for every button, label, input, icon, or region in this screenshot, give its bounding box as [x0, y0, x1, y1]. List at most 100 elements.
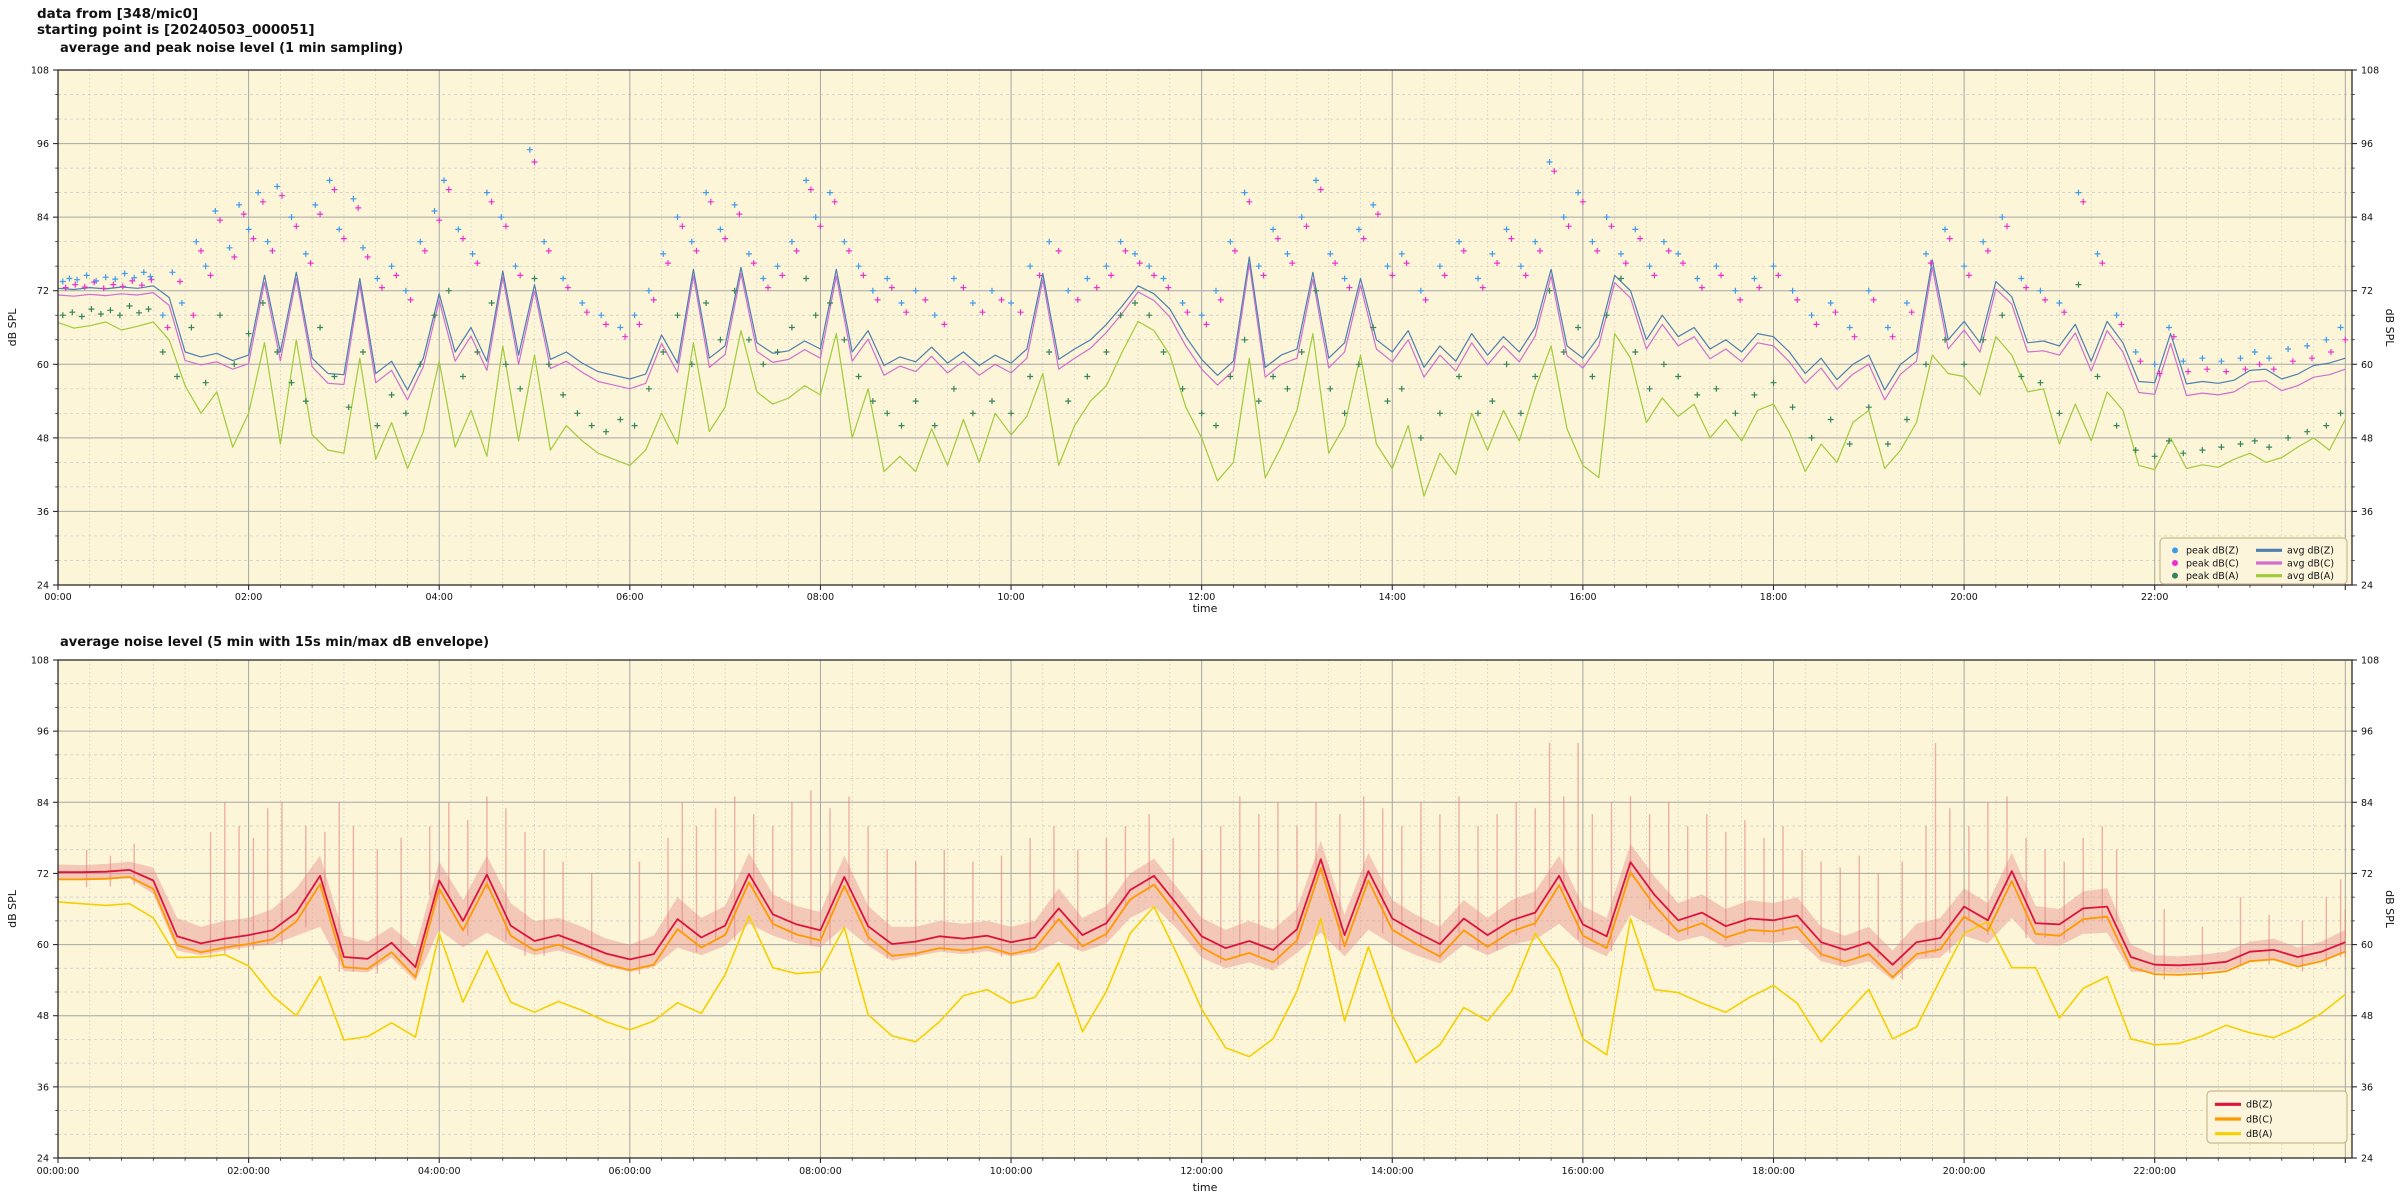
- x-tick-label: 10:00:00: [990, 1166, 1033, 1177]
- header-data-source: data from [348/mic0]: [37, 6, 199, 22]
- x-tick-label: 12:00: [1188, 592, 1215, 603]
- legend-label: dB(C): [2246, 1114, 2273, 1125]
- y-tick-label-left: 48: [37, 433, 49, 444]
- x-tick-label: 22:00:00: [2133, 1166, 2176, 1177]
- x-tick-label: 00:00: [44, 592, 71, 603]
- y-tick-label-right: 36: [2361, 507, 2373, 518]
- legend-label: avg dB(Z): [2287, 546, 2334, 557]
- x-tick-label: 10:00: [997, 592, 1024, 603]
- series-dbz-line: [58, 858, 2346, 968]
- y-tick-label-right: 72: [2361, 869, 2373, 880]
- y-tick-label-right: 96: [2361, 727, 2373, 738]
- legend-label: dB(Z): [2246, 1100, 2272, 1111]
- axis-ticks: [53, 69, 2357, 590]
- scatter-peak-dbz: [59, 146, 2344, 368]
- x-tick-label: 08:00: [807, 592, 834, 603]
- y-tick-label-left: 36: [37, 1082, 49, 1093]
- series-avg-dbc-line: [57, 263, 2346, 401]
- x-tick-label: 16:00:00: [1562, 1166, 1605, 1177]
- y-axis-label-left: dB SPL: [6, 308, 19, 347]
- x-tick-label: 12:00:00: [1180, 1166, 1223, 1177]
- plot-border: [57, 659, 2353, 1159]
- x-tick-label: 02:00:00: [227, 1166, 270, 1177]
- x-tick-label: 22:00: [2141, 592, 2168, 603]
- legend: peak dB(Z)peak dB(C)peak dB(A)avg dB(Z)a…: [2159, 537, 2348, 585]
- y-tick-label-left: 60: [37, 940, 49, 951]
- x-axis-label: time: [1193, 1181, 1218, 1194]
- legend-box: [2206, 1090, 2348, 1144]
- x-tick-label: 14:00: [1379, 592, 1406, 603]
- series-avg-dba-line: [57, 320, 2346, 497]
- bottom-chart: 00:00:00 02:00:00 04:00:00 06:00:00 08:00:00…: [6, 635, 2396, 1194]
- envelope-band: [58, 840, 2346, 982]
- series-avg-dbz-line: [57, 256, 2346, 391]
- legend-label: peak dB(Z): [2186, 546, 2239, 557]
- x-tick-label: 02:00: [235, 592, 262, 603]
- y-tick-label-right: 96: [2361, 139, 2373, 150]
- y-tick-label-right: 48: [2361, 433, 2373, 444]
- legend-label: peak dB(C): [2186, 558, 2239, 569]
- y-tick-label-right: 24: [2361, 581, 2373, 592]
- axis-ticks: [53, 659, 2357, 1163]
- x-tick-label: 20:00:00: [1943, 1166, 1986, 1177]
- y-tick-label-left: 108: [31, 66, 49, 77]
- x-tick-label: 18:00:00: [1752, 1166, 1795, 1177]
- envelope-spikes: [85, 743, 2346, 980]
- header-starting-point: starting point is [20240503_000051]: [37, 22, 315, 38]
- y-tick-label-right: 72: [2361, 286, 2373, 297]
- y-tick-label-left: 96: [37, 139, 49, 150]
- scatter-peak-dbc: [62, 159, 2349, 377]
- legend-label: dB(A): [2246, 1129, 2272, 1140]
- x-tick-label: 04:00: [426, 592, 453, 603]
- legend: dB(Z) dB(C) dB(A): [2206, 1090, 2348, 1144]
- chart-title: average and peak noise level (1 min samp…: [60, 41, 403, 56]
- chart-title: average noise level (5 min with 15s min/…: [60, 635, 489, 650]
- series-dbc-line: [58, 867, 2346, 979]
- legend-label: peak dB(A): [2186, 571, 2239, 582]
- x-tick-label: 00:00:00: [37, 1166, 80, 1177]
- y-tick-label-right: 84: [2361, 798, 2373, 809]
- series-dba-line: [57, 901, 2346, 1064]
- legend-label: avg dB(A): [2287, 571, 2334, 582]
- legend-marker-dot: [2172, 547, 2178, 554]
- y-tick-label-right: 60: [2361, 940, 2373, 951]
- y-tick-label-left: 72: [37, 869, 49, 880]
- y-tick-label-left: 60: [37, 360, 49, 371]
- y-tick-label-right: 108: [2361, 66, 2379, 77]
- y-axis-label-left: dB SPL: [6, 889, 19, 928]
- x-tick-label: 06:00:00: [608, 1166, 651, 1177]
- y-tick-label-left: 84: [37, 213, 49, 224]
- plot-area: [58, 70, 2352, 585]
- x-tick-label: 08:00:00: [799, 1166, 842, 1177]
- y-tick-label-left: 108: [31, 656, 49, 667]
- y-tick-label-right: 60: [2361, 360, 2373, 371]
- y-axis-label-right: dB SPL: [2383, 309, 2396, 348]
- top-chart: 00:00 02:00 04:00 06:00 08:00 10:00 12:00 14:00…: [6, 41, 2396, 615]
- y-tick-label-left: 84: [37, 798, 49, 809]
- x-axis-label: time: [1193, 602, 1218, 615]
- y-tick-label-left: 24: [37, 1154, 49, 1165]
- y-tick-label-left: 96: [37, 727, 49, 738]
- x-tick-label: 04:00:00: [418, 1166, 461, 1177]
- y-tick-label-left: 36: [37, 507, 49, 518]
- y-tick-label-left: 72: [37, 286, 49, 297]
- x-tick-label: 14:00:00: [1371, 1166, 1414, 1177]
- scatter-peak-dba: [59, 275, 2344, 460]
- x-tick-label: 06:00: [616, 592, 643, 603]
- x-tick-label: 16:00: [1569, 592, 1596, 603]
- legend-label: avg dB(C): [2287, 558, 2334, 569]
- y-tick-label-right: 24: [2361, 1154, 2373, 1165]
- y-tick-label-right: 84: [2361, 213, 2373, 224]
- y-tick-label-right: 36: [2361, 1082, 2373, 1093]
- x-tick-label: 18:00: [1760, 592, 1787, 603]
- y-tick-label-right: 108: [2361, 656, 2379, 667]
- x-tick-label: 20:00: [1950, 592, 1977, 603]
- legend-marker-dot: [2172, 572, 2178, 579]
- y-tick-label-right: 48: [2361, 1011, 2373, 1022]
- y-tick-label-left: 48: [37, 1011, 49, 1022]
- legend-marker-dot: [2172, 560, 2178, 566]
- plot-border: [57, 69, 2353, 586]
- y-axis-label-right: dB SPL: [2383, 890, 2396, 929]
- y-tick-label-left: 24: [37, 581, 49, 592]
